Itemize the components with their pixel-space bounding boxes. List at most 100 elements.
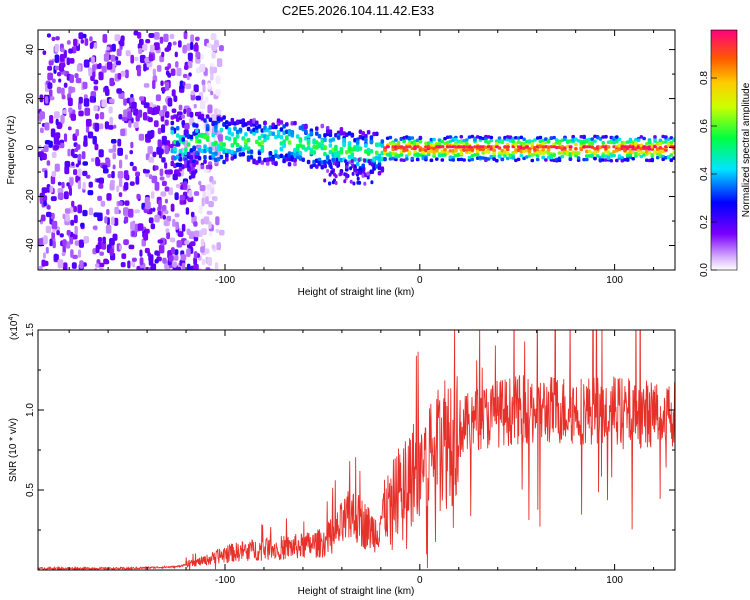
band-cell — [604, 158, 608, 162]
noise-cell — [64, 208, 71, 214]
band-cell — [195, 150, 199, 156]
band-cell — [301, 157, 305, 162]
band-cell — [601, 158, 605, 162]
noise-cell — [139, 96, 145, 101]
noise-cell — [110, 216, 115, 226]
noise-cell — [102, 236, 106, 244]
band-cell — [598, 136, 603, 141]
noise-cell — [120, 70, 126, 77]
noise-cell — [46, 33, 51, 38]
band-cell — [645, 152, 649, 156]
noise-cell — [66, 57, 70, 66]
noise-cell — [64, 165, 70, 175]
band-cell — [669, 158, 674, 163]
band-cell — [645, 145, 649, 150]
band-cell — [435, 157, 439, 161]
snr-scale-close: ) — [9, 313, 20, 316]
noise-cell — [51, 220, 58, 230]
noise-cell — [85, 124, 90, 133]
band-cell — [347, 131, 352, 136]
noise-cell — [93, 105, 98, 112]
band-cell — [636, 152, 641, 157]
band-cell — [197, 156, 202, 161]
noise-cell — [105, 88, 110, 96]
noise-cell — [98, 149, 104, 158]
noise-cell — [174, 192, 179, 201]
band-cell — [445, 151, 450, 155]
outlier-cell — [352, 181, 356, 186]
noise-cell — [174, 249, 179, 256]
band-cell — [227, 130, 232, 135]
band-cell — [593, 134, 597, 139]
band-cell — [421, 151, 425, 155]
noise-cell — [206, 190, 212, 199]
noise-cell — [70, 249, 74, 258]
band-cell — [200, 164, 205, 170]
noise-cell — [159, 176, 165, 181]
band-cell — [276, 154, 281, 159]
noise-cell — [119, 244, 122, 250]
band-cell — [350, 133, 355, 138]
noise-cell — [49, 238, 53, 247]
band-cell — [557, 145, 562, 149]
noise-cell — [182, 81, 186, 86]
noise-cell — [144, 247, 150, 254]
band-cell — [415, 138, 420, 142]
band-cell — [525, 139, 529, 144]
noise-cell — [164, 145, 169, 155]
band-cell — [443, 148, 447, 152]
noise-cell — [67, 97, 73, 107]
outlier-cell — [323, 178, 327, 183]
band-cell — [282, 124, 286, 129]
band-cell — [407, 136, 412, 140]
band-cell — [582, 157, 586, 162]
band-cell — [639, 154, 644, 159]
band-cell — [467, 155, 472, 160]
noise-cell — [94, 143, 99, 151]
peak-cell — [525, 145, 529, 149]
band-cell — [189, 155, 194, 160]
band-cell — [478, 155, 483, 160]
noise-cell — [209, 66, 214, 75]
band-cell — [585, 157, 589, 162]
noise-cell — [65, 214, 70, 222]
noise-cell — [178, 104, 183, 111]
noise-cell — [117, 138, 122, 147]
noise-cell — [59, 233, 64, 238]
noise-cell — [124, 200, 130, 206]
band-cell — [587, 149, 592, 153]
band-cell — [541, 148, 545, 152]
band-cell — [508, 139, 513, 143]
band-cell — [208, 117, 213, 122]
band-cell — [394, 152, 398, 156]
band-cell — [462, 148, 466, 152]
colorbar-tick-label: 0.2 — [699, 215, 710, 229]
noise-cell — [100, 200, 106, 207]
band-cell — [170, 126, 175, 131]
noise-cell — [200, 246, 205, 253]
band-cell — [585, 140, 589, 144]
band-cell — [615, 149, 619, 153]
noise-cell — [49, 115, 54, 124]
band-cell — [336, 150, 341, 156]
band-cell — [388, 141, 393, 145]
band-cell — [606, 156, 611, 161]
band-cell — [184, 160, 188, 165]
outlier-cell — [366, 175, 370, 180]
noise-cell — [79, 260, 84, 269]
noise-cell — [216, 242, 221, 251]
noise-cell — [77, 249, 82, 258]
noise-cell — [130, 54, 134, 64]
noise-cell — [148, 156, 155, 163]
band-cell — [200, 148, 205, 154]
band-cell — [178, 115, 183, 121]
colorbar-ticks: 0.0 0.2 0.4 0.6 0.8 — [699, 71, 717, 277]
band-cell — [585, 154, 589, 158]
band-cell — [634, 143, 638, 147]
band-cell — [590, 137, 595, 141]
band-cell — [197, 139, 202, 144]
x-tick-label: 0 — [417, 275, 423, 286]
band-cell — [350, 152, 355, 157]
band-cell — [432, 150, 436, 154]
noise-cell — [173, 95, 178, 102]
